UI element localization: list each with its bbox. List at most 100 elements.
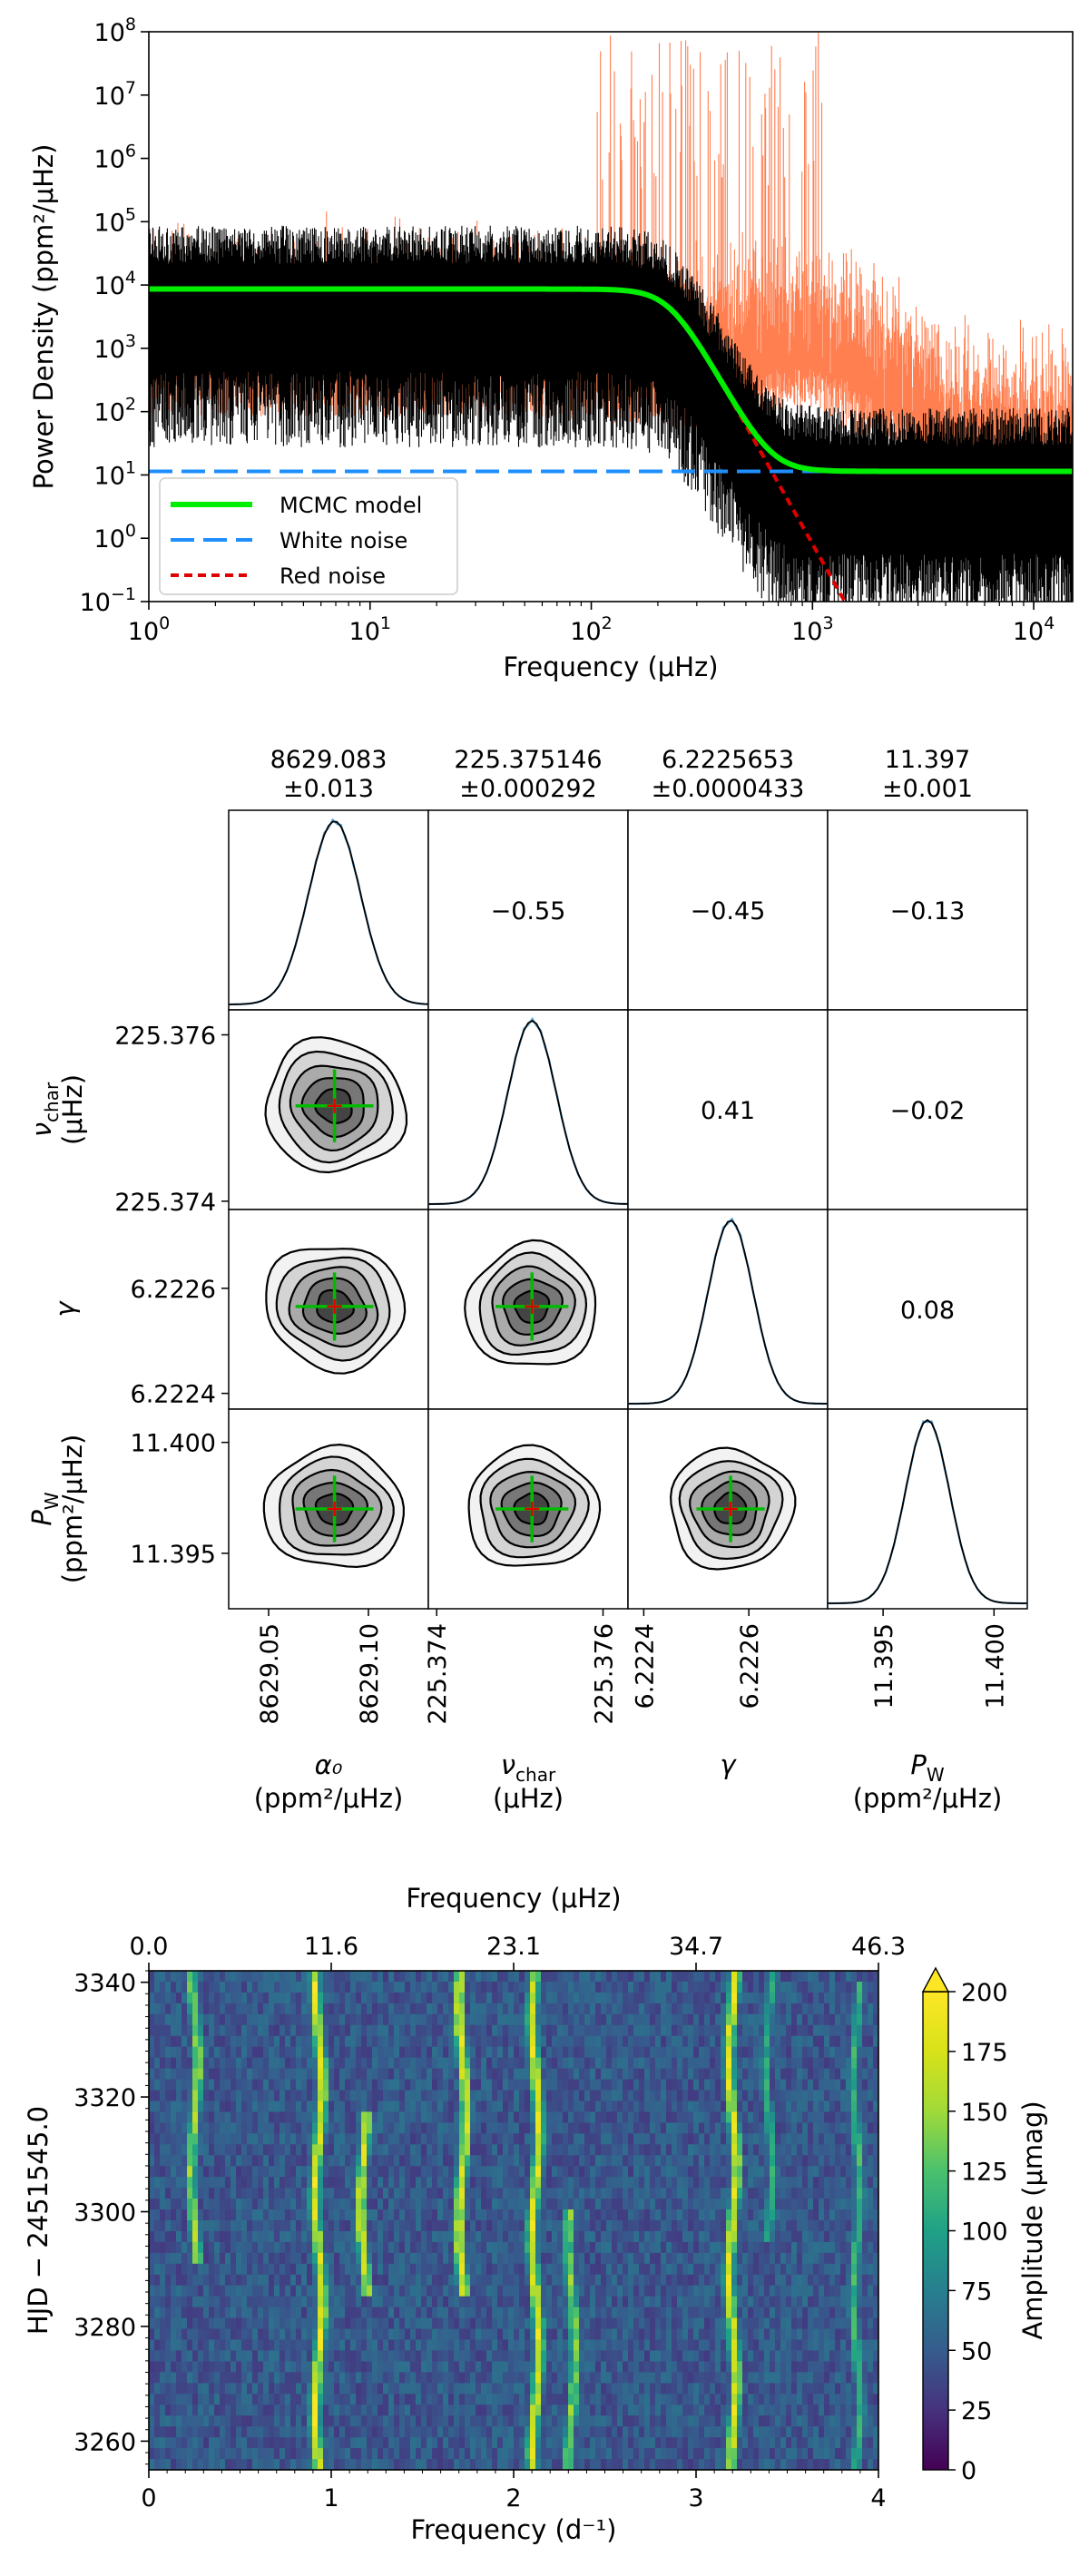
heatmap-pixel <box>459 2003 466 2015</box>
heatmap-pixel <box>655 2329 662 2341</box>
heatmap-pixel <box>154 2307 161 2319</box>
heatmap-pixel <box>514 2047 520 2059</box>
heatmap-pixel <box>307 2047 313 2059</box>
heatmap-pixel <box>731 2058 738 2070</box>
legend-label-2: Red noise <box>280 563 386 589</box>
heatmap-pixel <box>383 2340 389 2352</box>
heatmap-pixel <box>160 2080 166 2091</box>
heatmap-pixel <box>688 2155 694 2167</box>
heatmap-pixel <box>655 2199 662 2210</box>
heatmap-pixel <box>269 2350 275 2362</box>
heatmap-pixel <box>655 2209 662 2221</box>
heatmap-pixel <box>231 2133 237 2145</box>
heatmap-pixel <box>835 2166 841 2178</box>
corner-x-unit-0: (ppm²/μHz) <box>254 1783 404 1814</box>
heatmap-pixel <box>601 2014 607 2026</box>
heatmap-pixel <box>361 2242 368 2254</box>
heatmap-pixel <box>829 2340 836 2352</box>
heatmap-pixel <box>427 2111 433 2123</box>
heatmap-pixel <box>399 1971 406 1983</box>
heatmap-pixel <box>644 2122 651 2134</box>
heatmap-pixel <box>514 2329 520 2341</box>
heatmap-pixel <box>802 1971 809 1983</box>
heatmap-pixel <box>182 2101 188 2112</box>
heatmap-pixel <box>563 2014 569 2026</box>
heatmap-pixel <box>552 2047 558 2059</box>
heatmap-pixel <box>742 2047 749 2059</box>
heatmap-pixel <box>639 1971 645 1983</box>
heatmap-pixel <box>525 2036 531 2048</box>
heatmap-pixel <box>552 2199 558 2210</box>
heatmap-pixel <box>176 2014 182 2026</box>
heatmap-pixel <box>171 2166 177 2178</box>
heatmap-pixel <box>432 2307 438 2319</box>
heatmap-pixel <box>590 2209 596 2221</box>
heatmap-pixel <box>383 2188 389 2199</box>
heatmap-pixel <box>606 2111 613 2123</box>
heatmap-pixel <box>764 2144 770 2156</box>
heatmap-pixel <box>345 2014 351 2026</box>
heatmap-pixel <box>759 2199 765 2210</box>
heatmap-pixel <box>486 2177 493 2189</box>
heatmap-pixel <box>557 2307 564 2319</box>
heatmap-pixel <box>154 2318 161 2330</box>
heatmap-pixel <box>307 2350 313 2362</box>
heatmap-pixel <box>612 2340 618 2352</box>
heatmap-pixel <box>470 2058 476 2070</box>
heatmap-pixel <box>443 1993 449 2004</box>
heatmap-pixel <box>704 2155 711 2167</box>
heatmap-pixel <box>541 2014 547 2026</box>
heatmap-pixel <box>780 2101 787 2112</box>
heatmap-pixel <box>236 2242 242 2254</box>
heatmap-pixel <box>171 2177 177 2189</box>
heatmap-pixel <box>486 2025 493 2037</box>
heatmap-pixel <box>682 2318 689 2330</box>
heatmap-pixel <box>661 2166 667 2178</box>
heatmap-pixel <box>813 2091 819 2102</box>
heatmap-pixel <box>160 2091 166 2102</box>
heatmap-pixel <box>443 2307 449 2319</box>
heatmap-pixel <box>263 2047 270 2059</box>
heatmap-pixel <box>775 2111 781 2123</box>
heatmap-pixel <box>399 2014 406 2026</box>
heatmap-pixel <box>416 2058 422 2070</box>
heatmap-pixel <box>650 2340 656 2352</box>
heatmap-pixel <box>410 2003 417 2015</box>
heatmap-pixel <box>399 1993 406 2004</box>
heatmap-pixel <box>568 2091 574 2102</box>
heatmap-pixel <box>165 1971 172 1983</box>
heatmap-pixel <box>367 2177 373 2189</box>
heatmap-pixel <box>350 2231 357 2243</box>
heatmap-pixel <box>465 2209 471 2221</box>
heatmap-pixel <box>688 2264 694 2276</box>
heatmap-pixel <box>606 2155 613 2167</box>
heatmap-pixel <box>770 2014 776 2026</box>
heatmap-pixel <box>661 1971 667 1983</box>
heatmap-pixel <box>786 2177 792 2189</box>
heatmap-pixel <box>182 2253 188 2265</box>
heatmap-pixel <box>546 2025 553 2037</box>
heatmap-pixel <box>862 2264 868 2276</box>
heatmap-pixel <box>661 2209 667 2221</box>
heatmap-pixel <box>421 1971 427 1983</box>
heatmap-pixel <box>427 2091 433 2102</box>
heatmap-pixel <box>764 2003 770 2015</box>
heatmap-pixel <box>459 2264 466 2276</box>
heatmap-pixel <box>165 2122 172 2134</box>
heatmap-pixel <box>209 2047 215 2059</box>
heatmap-pixel <box>269 2220 275 2232</box>
heatmap-pixel <box>247 2329 253 2341</box>
heatmap-pixel <box>339 2025 346 2037</box>
heatmap-pixel <box>225 2058 231 2070</box>
heatmap-pixel <box>612 2144 618 2156</box>
heatmap-pixel <box>775 2329 781 2341</box>
heatmap-pixel <box>241 2340 248 2352</box>
heatmap-pixel <box>623 2188 629 2199</box>
heatmap-pixel <box>563 2340 569 2352</box>
heatmap-pixel <box>677 2188 683 2199</box>
heatmap-pixel <box>862 2014 868 2026</box>
heatmap-pixel <box>241 2166 248 2178</box>
heatmap-pixel <box>628 2307 634 2319</box>
heatmap-pixel <box>192 2242 199 2254</box>
heatmap-pixel <box>737 2220 743 2232</box>
